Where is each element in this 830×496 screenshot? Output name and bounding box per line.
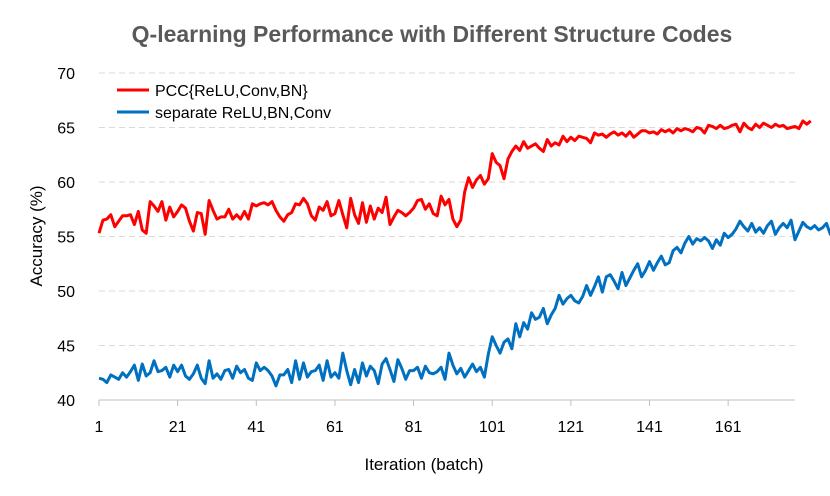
series-line-1 — [97, 119, 812, 236]
y-tick-55: 55 — [57, 230, 75, 247]
x-tick-61: 61 — [326, 419, 344, 436]
y-tick-45: 45 — [57, 339, 75, 356]
x-tick-101: 101 — [479, 419, 506, 436]
x-axis-label: Iteration (batch) — [364, 455, 483, 474]
y-tick-70: 70 — [57, 66, 75, 83]
x-tick-81: 81 — [405, 419, 423, 436]
legend-label-2: separate ReLU,BN,Conv — [155, 105, 331, 122]
y-tick-40: 40 — [57, 393, 75, 410]
x-tick-labels: 1 21 41 61 81 101 121 141 161 — [95, 400, 742, 436]
x-tick-141: 141 — [636, 419, 663, 436]
legend: PCC{ReLU,Conv,BN} separate ReLU,BN,Conv — [117, 83, 331, 122]
chart-title: Q-learning Performance with Different St… — [132, 21, 733, 47]
y-axis-label: Accuracy (%) — [27, 185, 46, 286]
y-tick-60: 60 — [57, 175, 75, 192]
x-tick-21: 21 — [169, 419, 187, 436]
x-tick-1: 1 — [95, 419, 104, 436]
x-tick-41: 41 — [247, 419, 265, 436]
legend-label-1: PCC{ReLU,Conv,BN} — [155, 83, 308, 100]
x-tick-121: 121 — [558, 419, 585, 436]
grid-lines — [99, 72, 795, 401]
y-tick-50: 50 — [57, 284, 75, 301]
y-tick-65: 65 — [57, 121, 75, 138]
series-lines — [97, 119, 830, 388]
x-tick-161: 161 — [715, 419, 742, 436]
y-tick-labels: 40 45 50 55 60 65 70 — [57, 66, 75, 410]
series-line-2 — [98, 218, 830, 388]
